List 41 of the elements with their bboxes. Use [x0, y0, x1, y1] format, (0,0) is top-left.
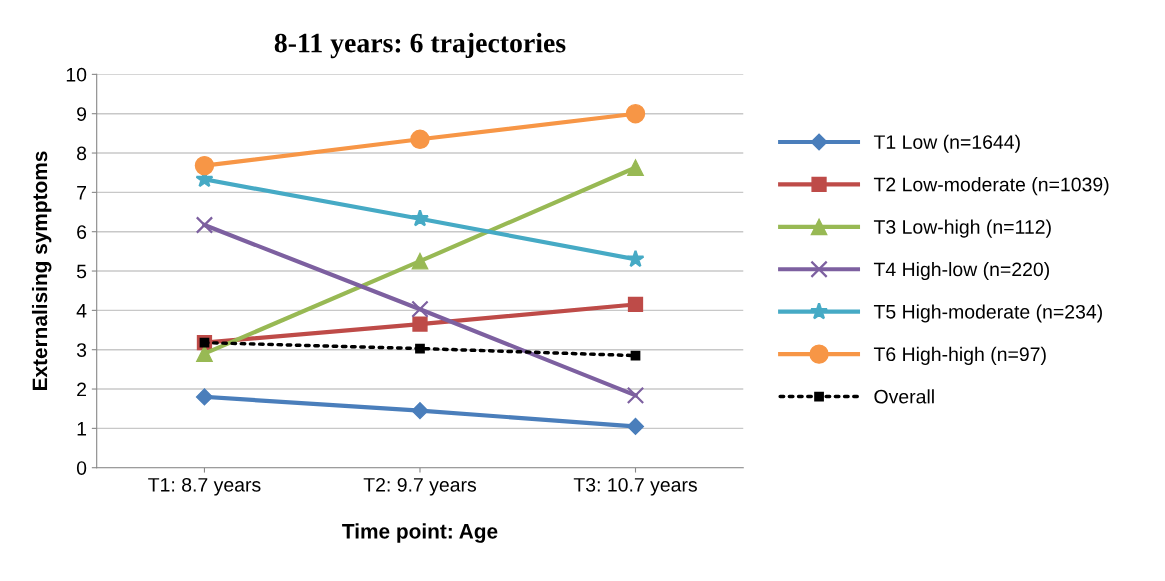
point	[195, 388, 214, 406]
point	[415, 343, 425, 354]
point	[411, 300, 429, 318]
y-tick-label: 1	[77, 422, 87, 436]
y-tick-label: 4	[76, 304, 87, 318]
point	[196, 345, 213, 362]
point	[627, 159, 644, 176]
y-tick-label: 5	[76, 264, 87, 279]
legend-label: T3 Low-high (n=112)	[873, 219, 1051, 238]
legend-label: T6 High-high (n=97)	[873, 346, 1046, 365]
point	[412, 316, 428, 332]
point	[627, 296, 644, 313]
x-tick-label: T2: 9.7 years	[363, 477, 477, 496]
legend-label: T5 High-moderate (n=234)	[873, 304, 1102, 323]
point	[410, 129, 430, 149]
y-tick-label: 0	[76, 461, 87, 475]
point	[410, 209, 430, 227]
x-tick-label: T3: 10.7 years	[573, 477, 697, 496]
chart-title: 8-11 years: 6 trajectories	[274, 32, 566, 59]
y-tick-label: 7	[77, 186, 86, 200]
point	[625, 103, 646, 124]
y-tick-label: 10	[66, 67, 87, 82]
legend-label: T2 Low-moderate (n=1039)	[873, 177, 1109, 196]
legend-label: Overall	[874, 389, 934, 404]
y-tick-label: 2	[77, 382, 86, 397]
point	[626, 249, 645, 268]
y-tick-label: 9	[77, 107, 87, 121]
point	[194, 155, 215, 176]
legend-label: T1 Low (n=1644)	[873, 134, 1020, 153]
y-axis-title: Externalising symptoms	[31, 151, 52, 391]
x-tick-label: T1: 8.7 years	[148, 477, 261, 496]
x-axis-title: Time point: Age	[342, 523, 498, 543]
point	[411, 402, 429, 420]
y-tick-label: 6	[77, 225, 87, 239]
point	[626, 417, 645, 435]
point	[195, 216, 214, 234]
point	[411, 252, 429, 270]
legend-label: T4 High-low (n=220)	[873, 261, 1049, 281]
point	[626, 386, 645, 405]
y-tick-label: 8	[77, 146, 87, 161]
y-tick-label: 3	[76, 343, 87, 357]
